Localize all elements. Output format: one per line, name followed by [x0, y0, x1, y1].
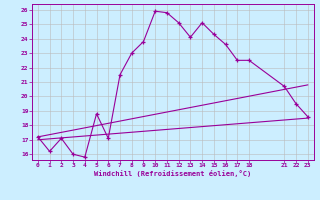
X-axis label: Windchill (Refroidissement éolien,°C): Windchill (Refroidissement éolien,°C): [94, 170, 252, 177]
